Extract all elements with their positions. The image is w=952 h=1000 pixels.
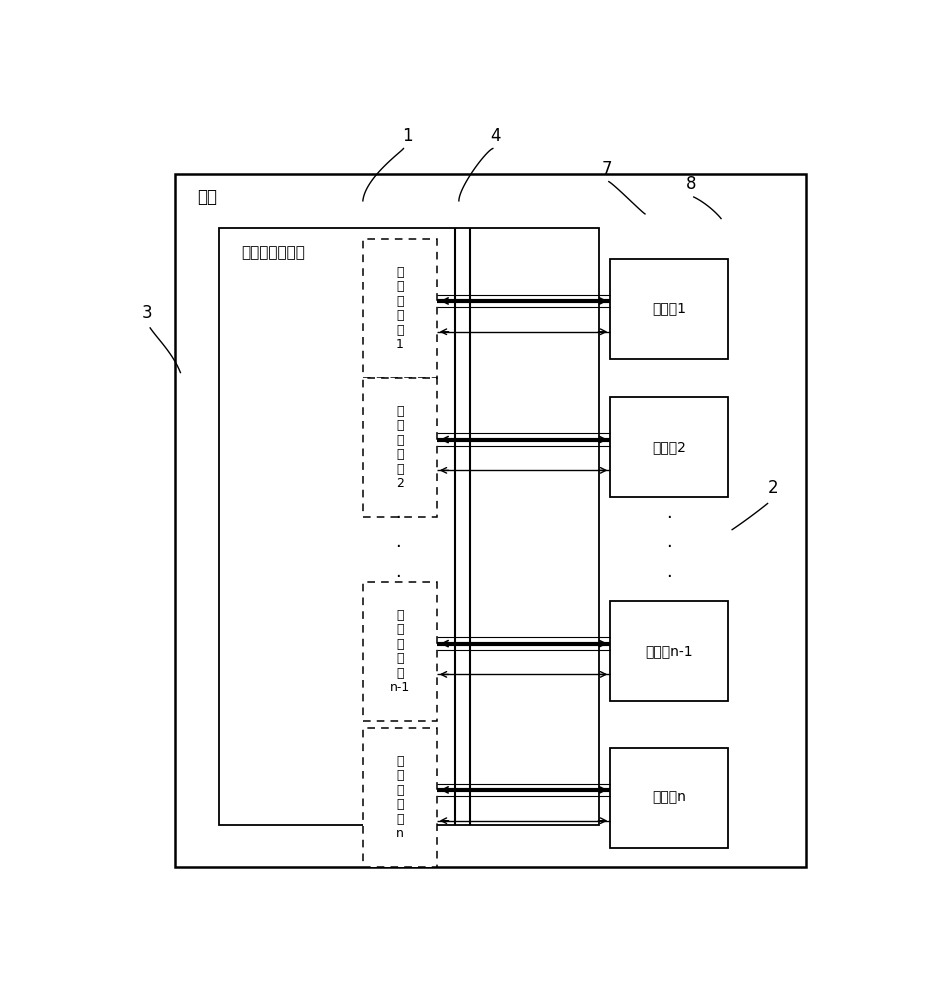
Text: 8: 8 xyxy=(685,175,696,193)
Text: 可编程逻辑器件: 可编程逻辑器件 xyxy=(241,245,305,260)
FancyBboxPatch shape xyxy=(363,378,436,517)
Text: 业务板2: 业务板2 xyxy=(652,440,685,454)
Text: 7: 7 xyxy=(601,160,611,178)
Text: 3: 3 xyxy=(142,304,152,322)
FancyBboxPatch shape xyxy=(219,228,599,825)
Text: 电
路
模
块
组
1: 电 路 模 块 组 1 xyxy=(395,266,404,351)
Text: 电
路
模
块
组
n-1: 电 路 模 块 组 n-1 xyxy=(389,609,409,694)
Text: 业务板1: 业务板1 xyxy=(652,302,685,316)
FancyBboxPatch shape xyxy=(609,748,727,848)
FancyBboxPatch shape xyxy=(363,239,436,378)
Text: 4: 4 xyxy=(490,127,501,145)
Text: 业务板n-1: 业务板n-1 xyxy=(645,644,692,658)
FancyBboxPatch shape xyxy=(363,582,436,721)
Text: ·
·
·: · · · xyxy=(395,509,401,586)
Text: 1: 1 xyxy=(402,127,412,145)
FancyBboxPatch shape xyxy=(609,397,727,497)
Text: 2: 2 xyxy=(766,479,777,497)
FancyBboxPatch shape xyxy=(174,174,805,867)
Text: ·
·
·: · · · xyxy=(665,509,671,586)
FancyBboxPatch shape xyxy=(609,601,727,701)
FancyBboxPatch shape xyxy=(363,728,436,867)
FancyBboxPatch shape xyxy=(609,259,727,359)
Text: 电
路
模
块
组
n: 电 路 模 块 组 n xyxy=(395,755,404,840)
Text: 电
路
模
块
组
2: 电 路 模 块 组 2 xyxy=(395,405,404,490)
Text: 背板: 背板 xyxy=(196,188,216,206)
Text: 业务板n: 业务板n xyxy=(652,791,685,805)
